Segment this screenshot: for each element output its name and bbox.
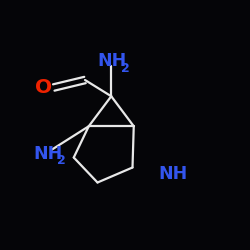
Text: O: O — [35, 78, 52, 97]
Text: NH: NH — [98, 52, 127, 70]
Text: 2: 2 — [121, 62, 130, 75]
Text: NH: NH — [159, 165, 188, 183]
Text: NH: NH — [34, 145, 63, 163]
Text: 2: 2 — [57, 154, 66, 167]
